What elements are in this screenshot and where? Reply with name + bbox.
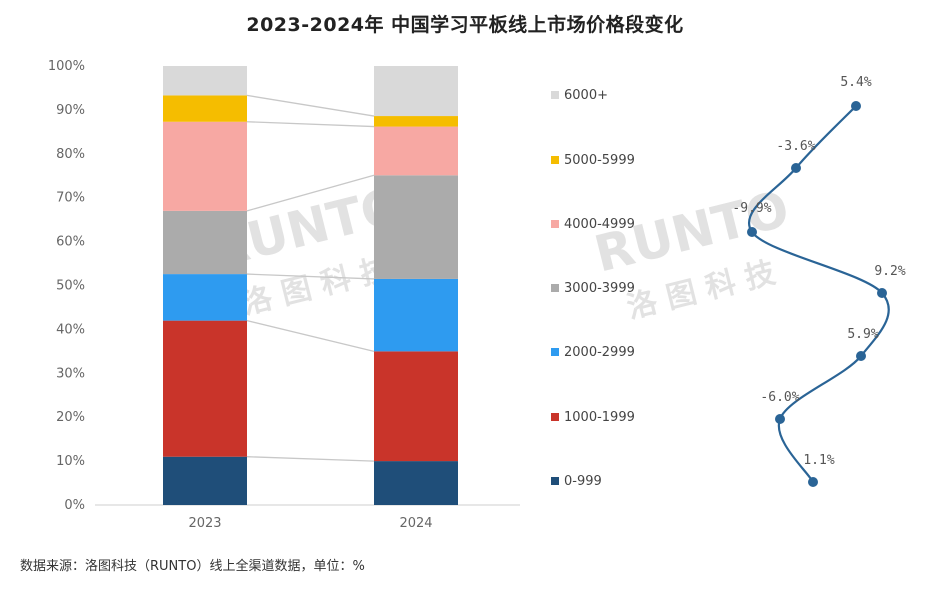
y-tick-label: 70% <box>56 191 85 206</box>
connector-line <box>246 174 375 212</box>
y-tick-label: 30% <box>56 366 85 381</box>
bar-segment <box>163 456 247 505</box>
bar-segment <box>163 320 247 457</box>
legend-swatch <box>551 413 559 421</box>
legend-label: 1000-1999 <box>564 410 635 425</box>
chart-title: 2023-2024年 中国学习平板线上市场价格段变化 <box>246 14 684 36</box>
change-label: 5.4% <box>840 75 871 90</box>
y-axis: 0% 10% 20% 30% 40% 50% 60% 70% 80% 90% 100% <box>48 59 520 513</box>
legend-label: 2000-2999 <box>564 345 635 360</box>
y-tick-label: 10% <box>56 454 85 469</box>
change-point <box>856 351 866 361</box>
x-axis: 2023 2024 <box>188 516 432 531</box>
change-label: 1.1% <box>803 453 834 468</box>
legend-swatch <box>551 477 559 485</box>
legend-swatch <box>551 156 559 164</box>
legend-swatch <box>551 348 559 356</box>
change-point <box>791 163 801 173</box>
x-tick-label: 2023 <box>188 516 221 531</box>
bar-segment <box>163 95 247 122</box>
y-tick-label: 0% <box>64 498 85 513</box>
bar-segment <box>374 461 458 505</box>
connector-line <box>246 273 375 280</box>
bar-segment <box>374 278 458 352</box>
legend-label: 5000-5999 <box>564 153 635 168</box>
bar-segment <box>163 121 247 211</box>
bar-segment <box>374 126 458 176</box>
y-tick-label: 50% <box>56 279 85 294</box>
legend-swatch <box>551 220 559 228</box>
bar-segment <box>163 66 247 96</box>
connector-line <box>246 456 375 462</box>
x-tick-label: 2024 <box>399 516 432 531</box>
change-point <box>747 227 757 237</box>
bar-segment <box>374 351 458 462</box>
legend-label: 4000-4999 <box>564 217 635 232</box>
change-line-series: 5.4% -3.6% -9.9% 9.2% 5.9% -6.0% 1.1% <box>732 75 906 487</box>
y-tick-label: 40% <box>56 322 85 337</box>
connector-line <box>246 121 375 128</box>
legend: 6000+ 5000-5999 4000-4999 3000-3999 2000-299… <box>551 88 635 489</box>
bar-segment <box>374 66 458 117</box>
y-tick-label: 100% <box>48 59 85 74</box>
change-point <box>775 414 785 424</box>
legend-swatch <box>551 284 559 292</box>
bar-segment <box>163 210 247 275</box>
y-tick-label: 60% <box>56 235 85 250</box>
change-label: -3.6% <box>776 139 815 154</box>
y-tick-label: 20% <box>56 410 85 425</box>
change-point <box>877 288 887 298</box>
change-label: -9.9% <box>732 201 771 216</box>
change-label: -6.0% <box>760 390 799 405</box>
stacked-bars <box>163 66 458 505</box>
y-tick-label: 90% <box>56 103 85 118</box>
change-point <box>808 477 818 487</box>
change-label: 9.2% <box>874 264 905 279</box>
change-label: 5.9% <box>847 327 878 342</box>
bar-segment <box>374 175 458 279</box>
bar-segment <box>163 274 247 321</box>
change-line <box>748 105 890 483</box>
legend-label: 3000-3999 <box>564 281 635 296</box>
legend-swatch <box>551 91 559 99</box>
change-point <box>851 101 861 111</box>
segment-connectors <box>246 94 375 462</box>
bar-segment <box>374 116 458 127</box>
legend-label: 0-999 <box>564 474 602 489</box>
connector-line <box>246 319 375 352</box>
y-tick-label: 80% <box>56 147 85 162</box>
connector-line <box>246 94 375 117</box>
data-source-note: 数据来源：洛图科技（RUNTO）线上全渠道数据，单位：% <box>20 559 365 574</box>
legend-label: 6000+ <box>564 88 608 103</box>
